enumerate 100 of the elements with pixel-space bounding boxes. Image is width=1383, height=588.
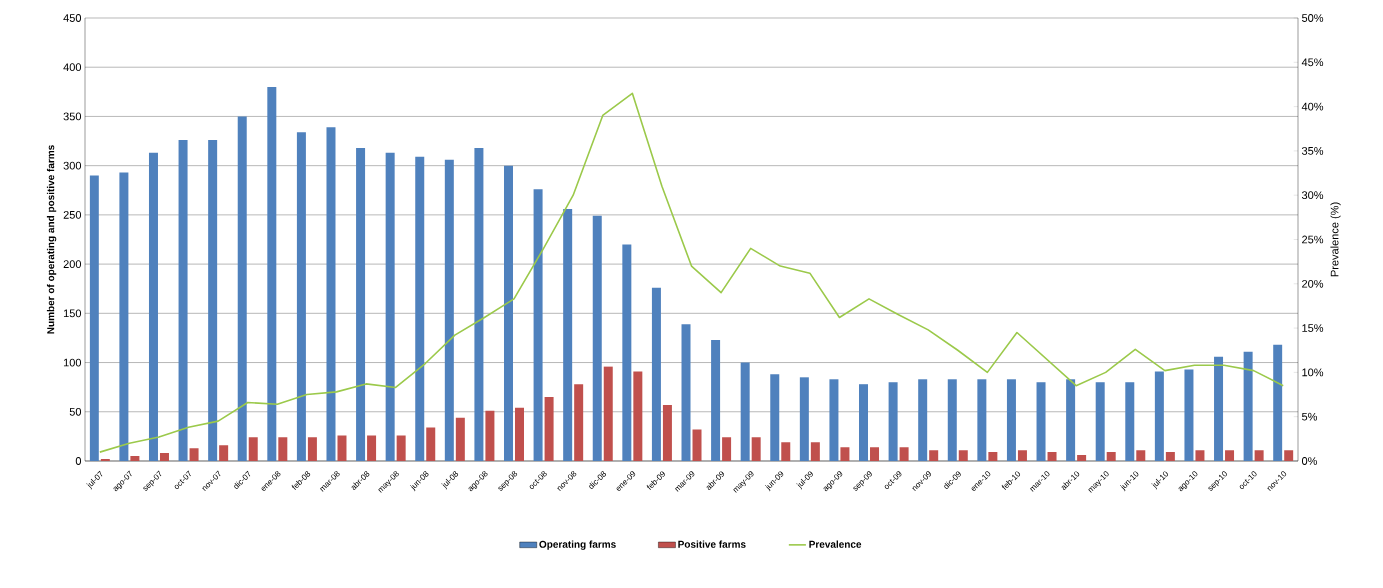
bar bbox=[740, 362, 750, 461]
bar bbox=[1006, 379, 1016, 461]
y-tick-label: 450 bbox=[63, 14, 82, 22]
y-tick-label: 150 bbox=[63, 309, 82, 318]
bar bbox=[119, 172, 129, 461]
y2-tick-label: 0% bbox=[1301, 457, 1318, 465]
bar bbox=[159, 453, 169, 461]
bar bbox=[1017, 450, 1027, 461]
bar bbox=[237, 116, 247, 461]
bar bbox=[278, 437, 288, 461]
bar bbox=[485, 410, 495, 461]
y2-tick-label: 35% bbox=[1301, 147, 1324, 155]
bar bbox=[574, 384, 584, 461]
bar bbox=[1214, 356, 1224, 461]
bar bbox=[899, 447, 909, 461]
bar bbox=[337, 435, 347, 461]
bar bbox=[870, 447, 880, 461]
bar bbox=[504, 165, 513, 461]
bar bbox=[219, 445, 229, 461]
bar bbox=[189, 448, 199, 461]
bar bbox=[947, 379, 957, 461]
bar bbox=[1077, 455, 1087, 461]
bar bbox=[385, 152, 395, 461]
bar bbox=[1184, 369, 1194, 461]
y2-tick-label: 45% bbox=[1301, 58, 1324, 67]
y2-tick-label: 10% bbox=[1302, 368, 1324, 377]
y-tick-label: 350 bbox=[63, 112, 82, 121]
bar bbox=[307, 437, 317, 461]
y2-tick-label: 15% bbox=[1302, 324, 1324, 332]
bar bbox=[515, 407, 524, 461]
bar bbox=[829, 379, 839, 461]
y-tick-label: 200 bbox=[63, 260, 82, 268]
bar bbox=[1195, 450, 1205, 461]
bar bbox=[455, 417, 465, 461]
legend-label: Prevalence bbox=[809, 540, 862, 548]
bar bbox=[633, 371, 643, 461]
y-tick-label: 0 bbox=[75, 457, 82, 465]
bar bbox=[592, 215, 602, 461]
y-tick-label: 50 bbox=[69, 407, 82, 416]
bar bbox=[711, 339, 721, 461]
bar bbox=[1254, 450, 1264, 461]
bar bbox=[89, 175, 99, 461]
bar bbox=[563, 208, 573, 461]
bar bbox=[130, 456, 140, 461]
bar bbox=[722, 437, 732, 461]
bar bbox=[248, 437, 258, 461]
bar bbox=[1066, 379, 1076, 461]
y-tick-label: 100 bbox=[63, 358, 82, 367]
bar bbox=[208, 140, 218, 461]
y2-tick-label: 50% bbox=[1301, 14, 1324, 22]
bar bbox=[799, 377, 809, 461]
bar bbox=[415, 156, 425, 461]
bar bbox=[1136, 450, 1146, 461]
bar bbox=[474, 147, 484, 461]
bar bbox=[444, 159, 454, 461]
y2-tick-label: 25% bbox=[1302, 235, 1324, 244]
y-tick-label: 250 bbox=[63, 211, 82, 219]
bar bbox=[662, 404, 672, 461]
bar bbox=[544, 397, 554, 461]
bar bbox=[533, 189, 543, 461]
bar bbox=[148, 152, 158, 461]
y-axis-title: Number of operating and positive farms bbox=[46, 145, 57, 334]
bar bbox=[929, 450, 939, 461]
bar bbox=[178, 140, 188, 461]
y-tick-label: 300 bbox=[63, 161, 82, 170]
bar bbox=[1243, 351, 1253, 461]
bar bbox=[681, 324, 691, 461]
y2-tick-label: 30% bbox=[1301, 191, 1324, 200]
bar bbox=[770, 374, 780, 461]
bar bbox=[1154, 371, 1164, 461]
y2-axis-title: Prevalence (%) bbox=[1330, 202, 1341, 277]
bar bbox=[692, 429, 702, 461]
bar bbox=[622, 244, 632, 461]
bar bbox=[1106, 452, 1116, 461]
bar bbox=[810, 442, 820, 461]
bar bbox=[977, 379, 987, 461]
bar bbox=[840, 447, 850, 461]
y2-tick-label: 40% bbox=[1301, 102, 1324, 111]
bar bbox=[1095, 382, 1105, 461]
legend-label: Positive farms bbox=[678, 540, 746, 548]
y2-tick-label: 5% bbox=[1301, 412, 1318, 421]
bar bbox=[296, 132, 306, 461]
legend-label: Operating farms bbox=[539, 540, 616, 550]
bar bbox=[988, 452, 998, 461]
bar bbox=[1273, 344, 1283, 461]
bar bbox=[918, 379, 928, 461]
bar bbox=[426, 427, 436, 461]
y-tick-label: 400 bbox=[63, 63, 82, 72]
bar bbox=[859, 384, 869, 461]
bar bbox=[1225, 450, 1235, 461]
bar bbox=[267, 86, 277, 461]
bar bbox=[367, 435, 377, 461]
bar bbox=[751, 437, 761, 461]
bar bbox=[958, 450, 968, 461]
bar bbox=[396, 435, 406, 461]
bar bbox=[1165, 452, 1175, 461]
bar bbox=[1036, 382, 1046, 461]
bar bbox=[326, 127, 336, 461]
bar bbox=[603, 366, 613, 461]
bar bbox=[1125, 382, 1135, 461]
